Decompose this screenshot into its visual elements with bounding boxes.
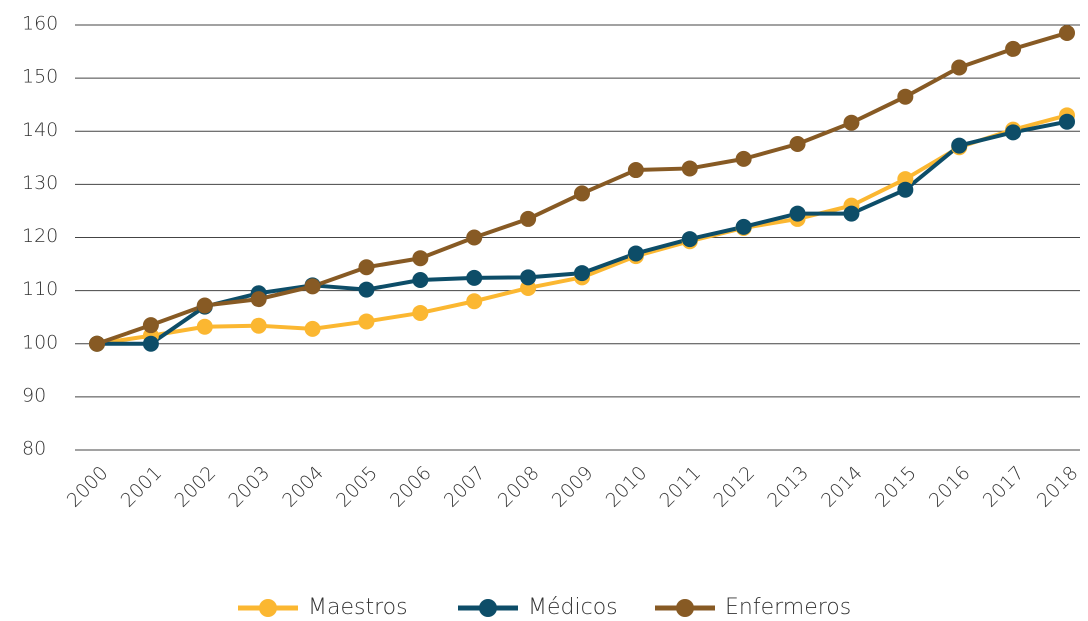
- data-point: [627, 162, 644, 179]
- x-tick-label: 2007: [440, 462, 490, 512]
- data-point: [466, 269, 483, 286]
- data-point: [520, 269, 537, 286]
- data-point: [412, 304, 429, 321]
- data-point: [789, 205, 806, 222]
- data-point: [304, 278, 321, 295]
- data-point: [142, 335, 159, 352]
- y-tick-label: 150: [22, 66, 58, 88]
- data-point: [951, 59, 968, 76]
- y-tick-label: 110: [22, 278, 58, 300]
- y-tick-label: 130: [22, 172, 58, 194]
- data-point: [574, 185, 590, 202]
- x-tick-label: 2017: [979, 462, 1029, 512]
- data-point: [1005, 40, 1022, 57]
- y-tick-label: 90: [22, 384, 46, 406]
- data-point: [196, 297, 213, 314]
- x-tick-label: 2010: [602, 462, 652, 512]
- y-tick-label: 140: [22, 119, 58, 141]
- x-tick-label: 2008: [494, 462, 544, 512]
- data-point: [1005, 124, 1022, 141]
- y-tick-label: 100: [22, 331, 58, 353]
- data-point: [897, 181, 914, 198]
- x-tick-label: 2001: [117, 462, 167, 512]
- x-tick-label: 2011: [655, 462, 705, 512]
- x-tick-label: 2003: [224, 462, 274, 512]
- x-tick-label: 2014: [817, 462, 867, 512]
- x-tick-label: 2013: [763, 462, 813, 512]
- data-point: [412, 272, 429, 288]
- y-tick-label: 120: [22, 225, 58, 247]
- data-point: [520, 210, 537, 227]
- data-point: [735, 150, 752, 167]
- x-tick-label: 2012: [709, 462, 759, 512]
- data-point: [789, 136, 806, 152]
- x-tick-label: 2018: [1033, 462, 1083, 512]
- legend-marker: [479, 599, 497, 617]
- y-tick-label: 160: [22, 13, 58, 35]
- data-point: [142, 317, 159, 334]
- data-point: [681, 231, 698, 248]
- data-point: [843, 114, 860, 131]
- legend-item: Enfermeros: [655, 595, 851, 620]
- data-point: [250, 317, 267, 334]
- series-line: [97, 119, 1068, 346]
- x-tick-label: 2002: [170, 462, 220, 512]
- data-point: [358, 259, 375, 276]
- data-point: [627, 245, 644, 262]
- x-tick-label: 2015: [871, 462, 921, 512]
- data-point: [843, 205, 860, 222]
- y-tick-label: 80: [22, 438, 46, 460]
- data-point: [358, 281, 375, 298]
- data-point: [574, 265, 590, 282]
- data-point: [250, 291, 267, 308]
- legend-marker: [676, 599, 694, 617]
- data-point: [681, 160, 698, 177]
- x-tick-label: 2006: [386, 462, 436, 512]
- x-tick-label: 2000: [63, 462, 113, 512]
- data-point: [951, 137, 968, 154]
- legend-item: Médicos: [458, 595, 618, 620]
- data-point: [304, 320, 321, 337]
- legend-label: Maestros: [308, 595, 408, 620]
- data-point: [735, 218, 752, 235]
- data-point: [89, 335, 105, 352]
- data-point: [1059, 113, 1075, 130]
- legend-label: Médicos: [528, 595, 618, 620]
- series-line: [96, 113, 1068, 346]
- data-point: [412, 250, 429, 267]
- data-point: [1059, 24, 1075, 41]
- data-point: [358, 313, 375, 330]
- x-tick-label: 2009: [548, 462, 598, 512]
- x-tick-label: 2016: [925, 462, 975, 512]
- legend-marker: [259, 599, 277, 617]
- legend-item: Maestros: [238, 595, 408, 620]
- x-tick-label: 2004: [278, 462, 328, 512]
- x-tick-label: 2005: [332, 462, 382, 512]
- data-point: [196, 318, 213, 335]
- data-point: [897, 88, 914, 105]
- legend-label: Enfermeros: [725, 595, 851, 620]
- data-point: [466, 229, 483, 246]
- data-point: [466, 293, 483, 310]
